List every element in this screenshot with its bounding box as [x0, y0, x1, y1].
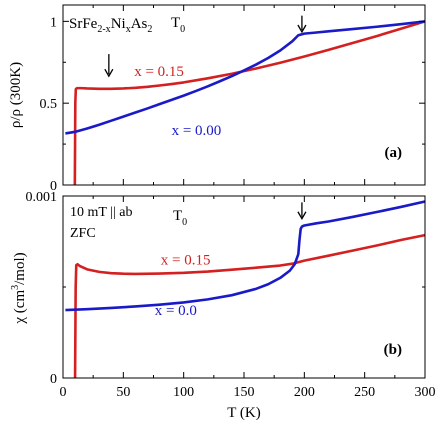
arrow-head — [297, 211, 307, 221]
y-tick-label: 0.001 — [26, 190, 58, 205]
xaxis-label: T (K) — [227, 405, 260, 421]
y-tick-label: 0 — [50, 372, 57, 387]
x-tick-label: 250 — [354, 385, 375, 400]
series-label: x = 0.0 — [155, 303, 197, 319]
series-label: x = 0.00 — [172, 123, 222, 139]
t0-label-b: T0 — [173, 208, 187, 228]
field-note: 10 mT || ab — [70, 205, 133, 220]
x-tick-label: 150 — [234, 385, 255, 400]
panel-a-ylabel: ρ/ρ (300K) — [8, 62, 24, 128]
x-tick-label: 100 — [173, 385, 194, 400]
panel-b-label: (b) — [384, 342, 402, 358]
arrow-head — [297, 24, 307, 34]
series-line-a-0 — [73, 20, 426, 186]
panel-b: χ (cm3/mol) T (K) 10 mT || ab ZFC (b) T0… — [10, 190, 436, 421]
y-tick-label: 0 — [50, 179, 57, 194]
x-tick-label: 0 — [60, 385, 67, 400]
y-tick-label: 0.5 — [40, 97, 58, 112]
zfc-note: ZFC — [70, 226, 96, 241]
y-tick-label: 1 — [50, 15, 57, 30]
series-label: x = 0.15 — [161, 252, 211, 268]
series-label: x = 0.15 — [134, 64, 184, 80]
arrow-head — [104, 68, 114, 78]
series-line-b-0 — [73, 233, 426, 379]
x-tick-label: 200 — [294, 385, 315, 400]
plot-frame-a — [62, 4, 426, 186]
panel-b-ylabel: χ (cm3/mol) — [10, 252, 28, 324]
series-line-a-1 — [65, 20, 426, 135]
panel-a-label: (a) — [385, 145, 403, 161]
plot-frame-b — [62, 195, 426, 379]
x-tick-label: 300 — [415, 385, 436, 400]
x-tick-label: 50 — [116, 385, 130, 400]
compound-label: SrFe2-xNixAs2 — [69, 16, 152, 35]
series-line-b-1 — [65, 200, 426, 312]
panel-a: ρ/ρ (300K) SrFe2-xNixAs2 (a) T0 0 0.5 1 x =… — [8, 4, 426, 194]
t0-label-a: T0 — [171, 15, 185, 35]
